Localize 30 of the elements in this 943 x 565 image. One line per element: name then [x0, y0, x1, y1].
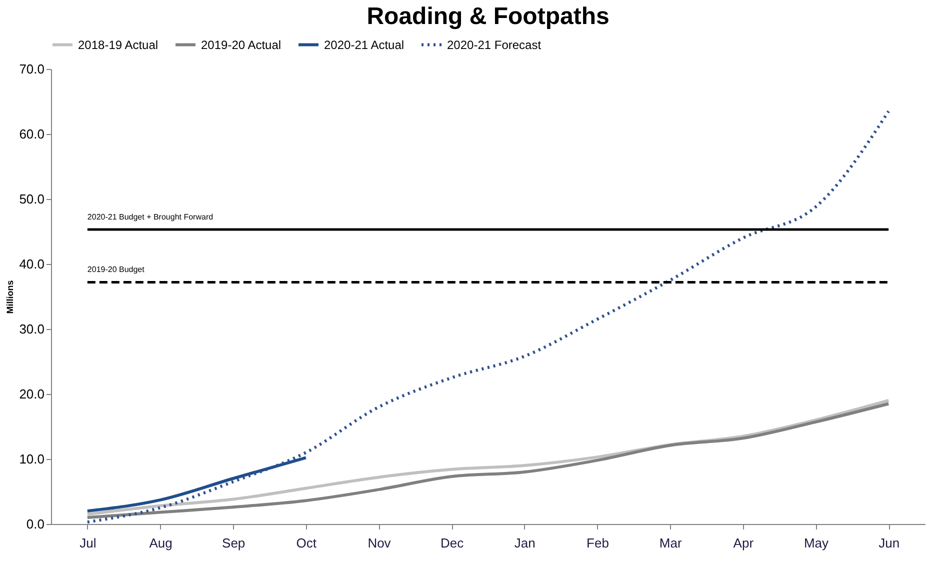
line-series	[86, 110, 890, 524]
y-tick-label: 50.0	[19, 192, 44, 206]
x-tick-label: Dec	[440, 536, 464, 550]
y-tick-label: 60.0	[19, 126, 44, 142]
y-tick-label: 70.0	[19, 62, 44, 76]
legend-label: 2018-19 Actual	[78, 38, 158, 52]
line-series	[86, 456, 308, 512]
x-tick-label: Jan	[514, 536, 536, 550]
x-tick-label: Feb	[586, 536, 609, 550]
x-tick-label: Jul	[80, 536, 96, 550]
x-tick-label: Aug	[149, 536, 172, 550]
y-tick-label: 10.0	[19, 452, 44, 466]
x-tick-label: Apr	[733, 536, 754, 550]
x-tick-label: Mar	[659, 536, 682, 550]
y-axis-title: Millions	[5, 280, 16, 314]
ref-line-label: 2019-20 Budget	[87, 265, 146, 274]
legend-label: 2019-20 Actual	[201, 38, 282, 52]
y-tick-label: 30.0	[19, 322, 44, 336]
legend-label: 2020-21 Forecast	[447, 38, 542, 52]
y-tick-label: 0.0	[26, 516, 44, 532]
x-tick-label: Nov	[368, 536, 392, 550]
y-tick-label: 40.0	[19, 256, 44, 272]
legend-label: 2020-21 Actual	[324, 38, 404, 52]
x-tick-label: Oct	[296, 536, 317, 550]
y-tick-label: 20.0	[19, 386, 44, 402]
x-tick-label: May	[804, 536, 830, 550]
chart-title: Roading & Footpaths	[366, 3, 610, 30]
x-tick-label: Sep	[222, 536, 246, 550]
x-tick-label: Jun	[878, 536, 900, 550]
ref-line-label: 2020-21 Budget + Brought Forward	[87, 212, 214, 222]
